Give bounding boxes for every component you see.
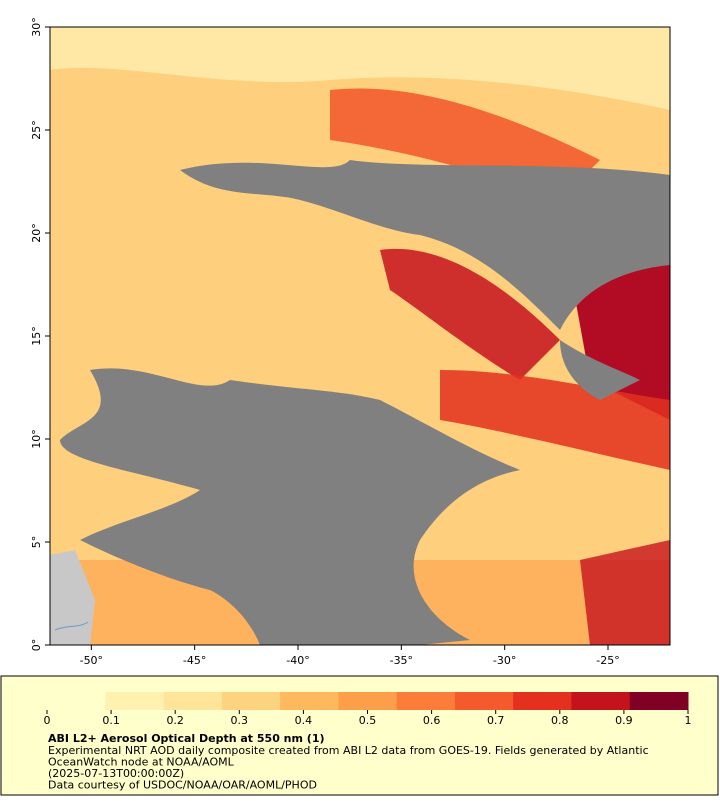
x-tick-label: -30°	[493, 654, 516, 667]
y-tick-label: 30°	[30, 17, 43, 37]
colorbar-swatch	[105, 692, 165, 710]
caption-line: OceanWatch node at NOAA/AOML	[48, 756, 235, 769]
colorbar-tick-label: 0.4	[295, 714, 313, 727]
colorbar-swatch	[629, 692, 689, 710]
aod-field	[50, 27, 670, 645]
colorbar-tick-label: 0.3	[231, 714, 249, 727]
y-tick-label: 15°	[30, 326, 43, 346]
colorbar-tick-label: 0.2	[166, 714, 184, 727]
caption: Experimental NRT AOD daily composite cre…	[48, 744, 649, 792]
colorbar-tick-label: 0.1	[102, 714, 120, 727]
caption-title: ABI L2+ Aerosol Optical Depth at 550 nm …	[48, 732, 325, 745]
x-tick-label: -50°	[80, 654, 103, 667]
x-tick-label: -45°	[183, 654, 206, 667]
x-tick-label: -40°	[286, 654, 309, 667]
colorbar-tick-label: 0.7	[487, 714, 505, 727]
y-tick-label: 20°	[30, 223, 43, 243]
colorbar-swatch	[280, 692, 339, 710]
colorbar-tick-label: 0.9	[615, 714, 633, 727]
colorbar-swatch	[513, 692, 572, 710]
y-tick-label: 0°	[30, 639, 43, 652]
colorbar-swatch	[221, 692, 281, 710]
colorbar-tick-label: 0.8	[551, 714, 569, 727]
y-tick-label: 5°	[30, 536, 43, 549]
caption-line: (2025-07-13T00:00:00Z)	[48, 767, 184, 780]
colorbar-tick-label: 0.6	[423, 714, 441, 727]
colorbar-swatch	[571, 692, 631, 710]
colorbar-tick-label: 0	[44, 714, 51, 727]
colorbar-swatch	[163, 692, 223, 710]
x-tick-label: -25°	[596, 654, 619, 667]
colorbar-tick-label: 0.5	[359, 714, 377, 727]
y-tick-label: 25°	[30, 120, 43, 140]
caption-line: Experimental NRT AOD daily composite cre…	[48, 744, 649, 757]
y-tick-label: 10°	[30, 429, 43, 449]
x-tick-label: -35°	[390, 654, 413, 667]
colorbar-swatch	[396, 692, 456, 710]
caption-line: Data courtesy of USDOC/NOAA/OAR/AOML/PHO…	[48, 779, 317, 792]
colorbar-swatch	[338, 692, 398, 710]
colorbar-tick-label: 1	[685, 714, 692, 727]
colorbar-swatch	[454, 692, 514, 710]
colorbar-swatch	[47, 692, 106, 710]
